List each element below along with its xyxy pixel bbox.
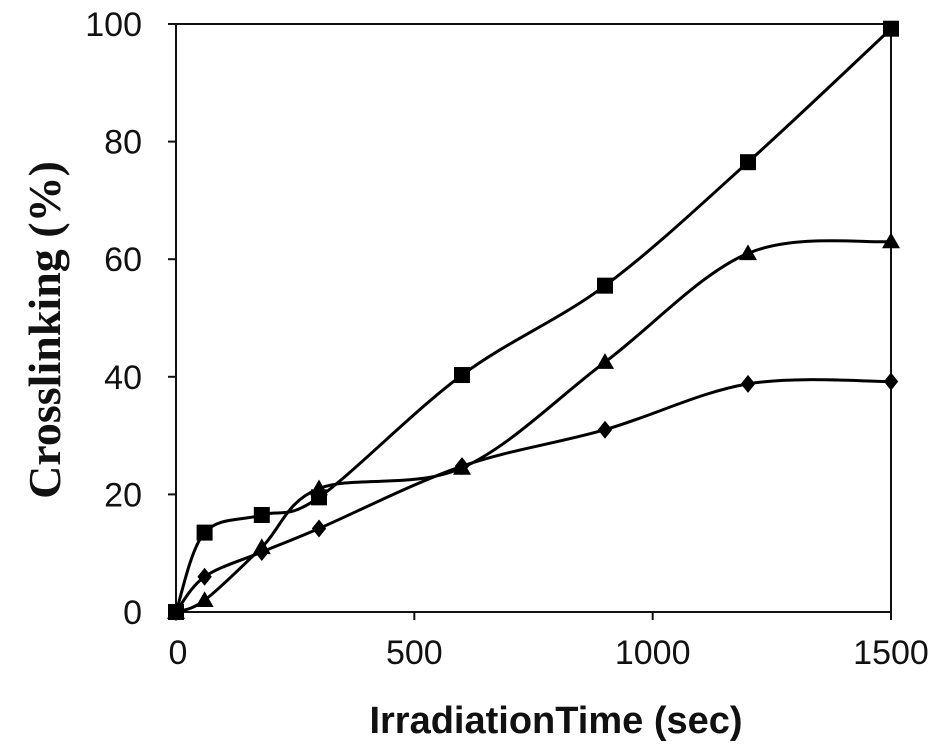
y-tick-label: 40 [104,359,142,397]
data-point-diamond [311,519,327,538]
data-point-square [740,154,756,171]
data-point-triangle [596,353,614,369]
data-point-diamond [254,543,269,562]
data-point-square [253,506,270,523]
series-line-square [174,27,893,613]
series-line-diamond [174,378,892,613]
data-point-triangle [310,479,328,496]
y-tick-label: 80 [104,124,142,162]
data-point-diamond [197,567,212,586]
series-lines [174,27,893,614]
y-tick-label: 20 [104,476,142,514]
data-point-triangle [882,232,900,249]
data-point-square [883,20,899,37]
x-tick-label: 0 [169,634,188,672]
data-point-diamond [883,372,899,391]
data-point-square [196,524,213,541]
axes [175,23,892,613]
data-point-triangle [195,591,214,607]
data-point-square [597,277,613,294]
y-axis-title: Crosslinking (%) [19,161,70,499]
x-tick-label: 1000 [615,634,691,672]
data-point-diamond [168,603,184,621]
y-tick-label: 100 [85,6,142,44]
data-point-triangle [739,244,757,261]
y-tick-label: 0 [123,594,142,632]
x-tick-label: 1500 [853,634,929,672]
series-markers [167,20,900,621]
data-point-diamond [740,374,756,393]
series-line-triangle [175,239,892,614]
data-point-square [454,367,470,384]
x-tick-label: 500 [386,634,443,672]
data-point-diamond [454,457,470,476]
data-point-diamond [597,420,613,439]
x-axis-title: IrradiationTime (sec) [369,700,742,742]
y-tick-label: 60 [104,241,142,279]
